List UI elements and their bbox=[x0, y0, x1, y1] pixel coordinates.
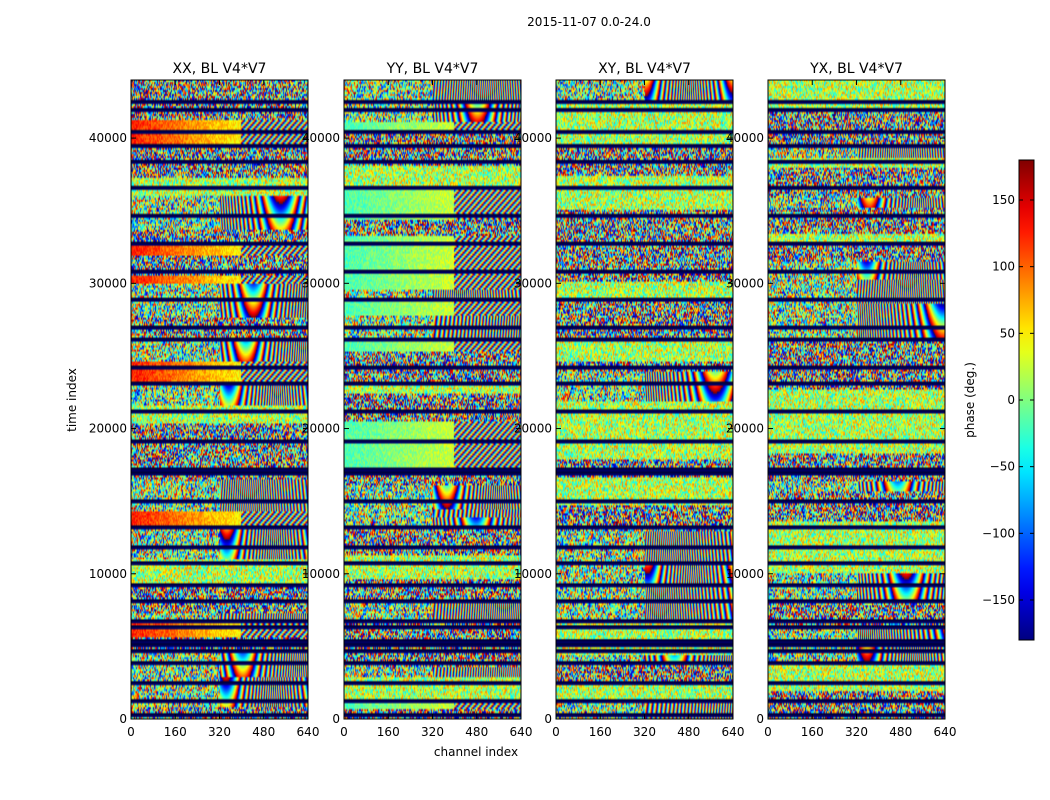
x-tick-label: 160 bbox=[377, 725, 400, 739]
x-tick-label: 480 bbox=[889, 725, 912, 739]
x-tick-label: 160 bbox=[164, 725, 187, 739]
y-tick-label: 10000 bbox=[726, 567, 764, 581]
y-tick-label: 20000 bbox=[89, 422, 127, 436]
panel-title-yy: YY, BL V4*V7 bbox=[386, 61, 479, 77]
colorbar-tick-label: −150 bbox=[982, 593, 1015, 607]
colorbar-tick-label: −50 bbox=[990, 460, 1015, 474]
x-tick-label: 320 bbox=[208, 725, 231, 739]
colorbar-tick-label: 50 bbox=[1000, 326, 1015, 340]
y-tick-label: 10000 bbox=[89, 567, 127, 581]
y-tick-label: 30000 bbox=[726, 276, 764, 290]
y-tick-label: 0 bbox=[332, 712, 340, 726]
x-axis-label: channel index bbox=[434, 745, 518, 759]
panels-group: XX, BL V4*V7 0 160 320 480 640 0 10000 20000 3000… bbox=[89, 61, 957, 739]
y-tick-label: 0 bbox=[119, 712, 127, 726]
y-tick-label: 30000 bbox=[514, 276, 552, 290]
y-tick-label: 40000 bbox=[726, 131, 764, 145]
y-tick-label: 40000 bbox=[514, 131, 552, 145]
y-axis-label: time index bbox=[65, 368, 79, 432]
y-tick-label: 20000 bbox=[514, 422, 552, 436]
heatmap-image-xy bbox=[556, 80, 733, 719]
x-tick-label: 640 bbox=[722, 725, 745, 739]
x-tick-label: 160 bbox=[589, 725, 612, 739]
y-tick-label: 10000 bbox=[514, 567, 552, 581]
panel-yx: YX, BL V4*V7 0 160 320 480 640 0 10000 20000 3000… bbox=[726, 61, 957, 739]
figure-suptitle: 2015-11-07 0.0-24.0 bbox=[527, 15, 651, 29]
colorbar-label: phase (deg.) bbox=[963, 362, 977, 438]
panel-xy: XY, BL V4*V7 0 160 320 480 640 0 10000 20000 3000… bbox=[514, 61, 745, 739]
panel-xx: XX, BL V4*V7 0 160 320 480 640 0 10000 20000 3000… bbox=[89, 61, 320, 739]
y-tick-label: 20000 bbox=[726, 422, 764, 436]
colorbar-tick-label: 100 bbox=[992, 260, 1015, 274]
x-tick-label: 480 bbox=[465, 725, 488, 739]
y-tick-label: 0 bbox=[756, 712, 764, 726]
y-tick-label: 40000 bbox=[89, 131, 127, 145]
x-tick-label: 0 bbox=[764, 725, 772, 739]
x-tick-label: 640 bbox=[510, 725, 533, 739]
heatmap-image-yy bbox=[344, 80, 521, 719]
colorbar-tick-label: 0 bbox=[1007, 393, 1015, 407]
x-tick-label: 480 bbox=[252, 725, 275, 739]
panel-yy: YY, BL V4*V7 0 160 320 480 640 0 10000 20000 3000… bbox=[302, 61, 533, 739]
x-tick-label: 320 bbox=[845, 725, 868, 739]
y-tick-label: 20000 bbox=[302, 422, 340, 436]
x-tick-label: 640 bbox=[934, 725, 957, 739]
x-tick-label: 480 bbox=[677, 725, 700, 739]
heatmap-image-xx bbox=[131, 80, 308, 719]
panel-title-xy: XY, BL V4*V7 bbox=[598, 61, 691, 77]
x-tick-label: 640 bbox=[297, 725, 320, 739]
x-tick-label: 0 bbox=[552, 725, 560, 739]
heatmap-image-yx bbox=[768, 80, 945, 719]
panel-title-xx: XX, BL V4*V7 bbox=[173, 61, 267, 77]
x-tick-label: 320 bbox=[421, 725, 444, 739]
x-tick-label: 0 bbox=[127, 725, 135, 739]
x-tick-label: 0 bbox=[340, 725, 348, 739]
y-tick-label: 10000 bbox=[302, 567, 340, 581]
colorbar-tick-label: −100 bbox=[982, 526, 1015, 540]
y-tick-label: 40000 bbox=[302, 131, 340, 145]
y-tick-label: 30000 bbox=[302, 276, 340, 290]
colorbar-tick-label: 150 bbox=[992, 193, 1015, 207]
colorbar: −150 −100 −50 0 50 100 150 bbox=[982, 159, 1035, 641]
x-tick-label: 320 bbox=[633, 725, 656, 739]
x-tick-label: 160 bbox=[801, 725, 824, 739]
y-tick-label: 30000 bbox=[89, 276, 127, 290]
panel-title-yx: YX, BL V4*V7 bbox=[809, 61, 903, 77]
y-tick-label: 0 bbox=[544, 712, 552, 726]
